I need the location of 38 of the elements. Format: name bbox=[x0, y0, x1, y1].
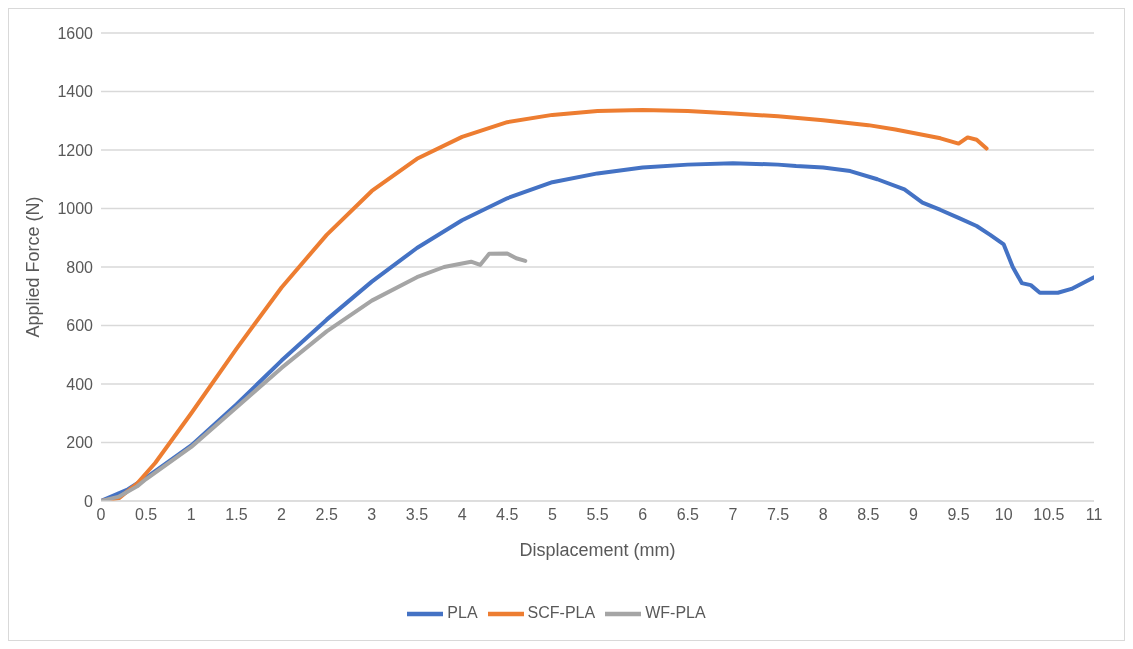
y-tick-label: 1600 bbox=[57, 24, 94, 42]
y-tick-label: 400 bbox=[66, 375, 94, 393]
x-tick-label: 8.5 bbox=[857, 506, 880, 524]
legend-label: WF-PLA bbox=[645, 604, 706, 622]
y-axis-title: Applied Force (N) bbox=[23, 196, 44, 338]
y-tick-label: 1000 bbox=[57, 200, 94, 218]
legend-label: SCF-PLA bbox=[527, 604, 596, 622]
x-tick-label: 3.5 bbox=[405, 506, 429, 524]
x-tick-label: 6 bbox=[638, 506, 648, 524]
y-tick-label: 200 bbox=[66, 434, 94, 452]
x-tick-label: 4 bbox=[457, 506, 467, 524]
y-tick-label: 800 bbox=[66, 258, 94, 276]
legend-label: PLA bbox=[447, 604, 478, 622]
x-tick-label: 9.5 bbox=[947, 506, 970, 524]
x-tick-label: 7 bbox=[728, 506, 738, 524]
x-axis-title: Displacement (mm) bbox=[519, 540, 676, 560]
y-tick-label: 1200 bbox=[57, 141, 94, 159]
y-tick-label: 0 bbox=[84, 492, 94, 510]
y-tick-label: 600 bbox=[66, 317, 94, 335]
x-tick-label: 7.5 bbox=[766, 506, 790, 524]
x-tick-label: 2 bbox=[277, 506, 287, 524]
x-tick-label: 0.5 bbox=[135, 506, 158, 524]
x-tick-label: 3 bbox=[367, 506, 377, 524]
x-tick-label: 5 bbox=[547, 506, 557, 524]
x-tick-label: 10.5 bbox=[1033, 506, 1065, 524]
x-tick-label: 6.5 bbox=[676, 506, 699, 524]
y-tick-label: 1400 bbox=[57, 83, 94, 101]
line-series bbox=[101, 251, 528, 501]
x-tick-label: 4.5 bbox=[496, 506, 519, 524]
x-tick-label: 0 bbox=[96, 506, 106, 524]
x-tick-label: 9 bbox=[909, 506, 918, 524]
x-tick-label: 11 bbox=[1085, 506, 1103, 524]
x-tick-label: 2.5 bbox=[315, 506, 338, 524]
x-tick-label: 5.5 bbox=[586, 506, 609, 524]
x-tick-label: 1.5 bbox=[225, 506, 248, 524]
x-tick-label: 10 bbox=[994, 506, 1013, 524]
x-tick-label: 8 bbox=[818, 506, 828, 524]
x-tick-label: 1 bbox=[186, 506, 196, 524]
